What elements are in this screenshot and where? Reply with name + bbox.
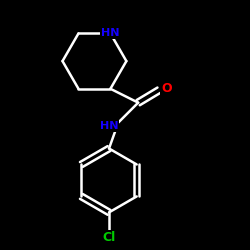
Text: O: O	[162, 82, 172, 95]
Text: Cl: Cl	[102, 231, 116, 244]
Text: HN: HN	[101, 28, 120, 38]
Text: HN: HN	[100, 121, 118, 131]
